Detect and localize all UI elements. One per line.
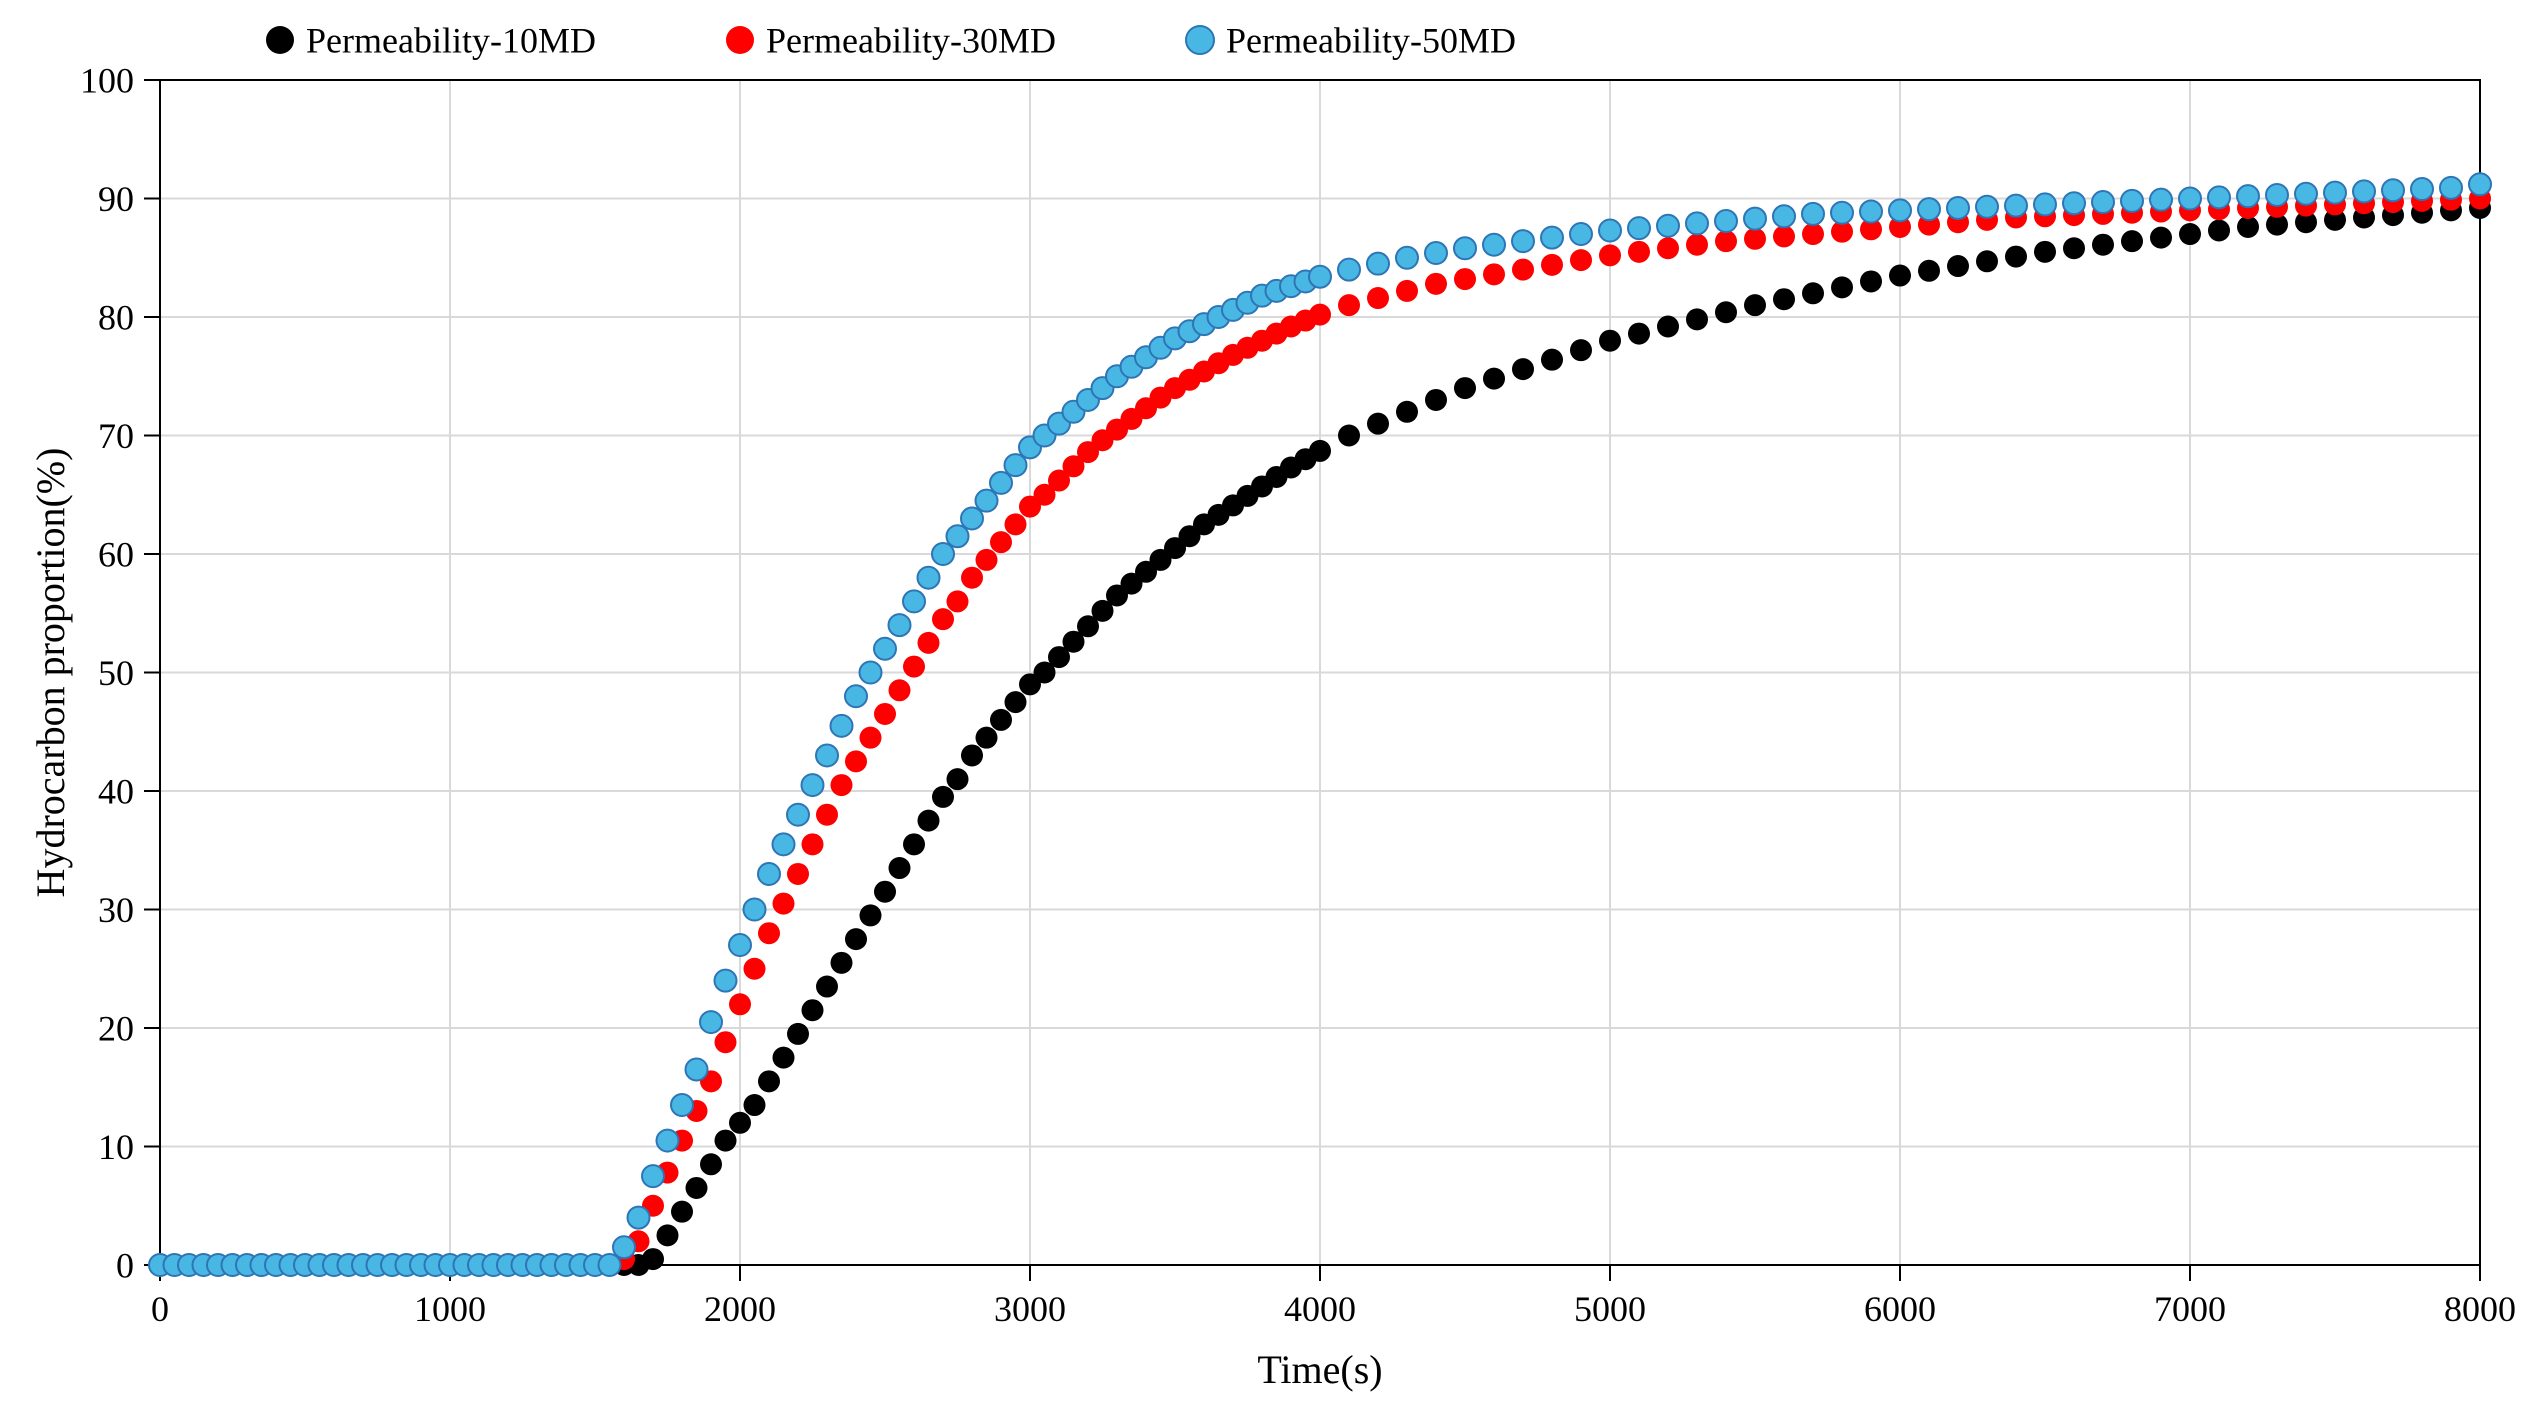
y-tick-label: 30 — [98, 890, 134, 930]
x-tick-label: 1000 — [414, 1289, 486, 1329]
legend-item: Permeability-30MD — [726, 21, 1056, 61]
y-tick-label: 50 — [98, 653, 134, 693]
y-tick-label: 0 — [116, 1246, 134, 1286]
y-tick-label: 100 — [80, 61, 134, 101]
x-tick-label: 7000 — [2154, 1289, 2226, 1329]
legend-label: Permeability-30MD — [766, 21, 1056, 61]
y-tick-label: 80 — [98, 298, 134, 338]
legend-label: Permeability-50MD — [1226, 21, 1516, 61]
y-tick-label: 90 — [98, 179, 134, 219]
x-tick-label: 6000 — [1864, 1289, 1936, 1329]
legend-item: Permeability-10MD — [266, 21, 596, 61]
y-tick-label: 10 — [98, 1127, 134, 1167]
y-tick-label: 70 — [98, 416, 134, 456]
x-axis-label: Time(s) — [1257, 1347, 1382, 1392]
chart-container: 0 1000 2000 3000 4000 5000 6000 7000 8000 0 10 20 30… — [0, 0, 2524, 1413]
y-axis-label: Hydrocarbon proportion(%) — [28, 448, 73, 898]
x-tick-label: 8000 — [2444, 1289, 2516, 1329]
y-tick-label: 60 — [98, 535, 134, 575]
x-tick-label: 3000 — [994, 1289, 1066, 1329]
y-tick-label: 20 — [98, 1009, 134, 1049]
hydrocarbon-chart: 0 1000 2000 3000 4000 5000 6000 7000 8000 0 10 20 30… — [0, 0, 2524, 1413]
legend-label: Permeability-10MD — [306, 21, 596, 61]
y-tick-label: 40 — [98, 772, 134, 812]
x-tick-label: 2000 — [704, 1289, 776, 1329]
legend-item: Permeability-50MD — [1186, 21, 1516, 61]
x-tick-label: 5000 — [1574, 1289, 1646, 1329]
x-tick-label: 4000 — [1284, 1289, 1356, 1329]
x-tick-label: 0 — [151, 1289, 169, 1329]
